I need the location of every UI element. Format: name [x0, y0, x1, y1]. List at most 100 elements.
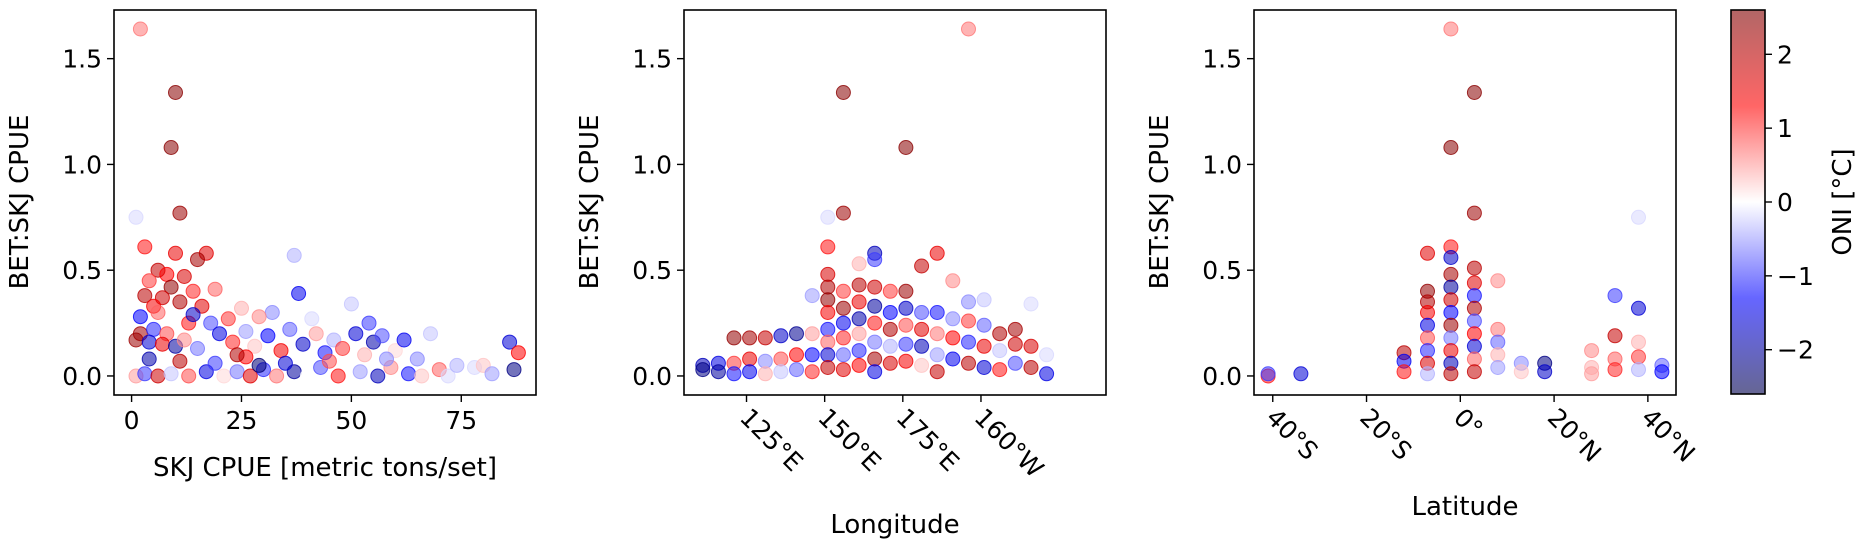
- scatter-point: [773, 328, 789, 344]
- scatter-point: [882, 305, 898, 320]
- scatter-point: [1466, 351, 1482, 367]
- scatter-point: [742, 364, 758, 380]
- scatter-point: [867, 279, 883, 295]
- scatter-point: [804, 326, 820, 342]
- scatter-point: [1420, 305, 1435, 320]
- scatter-point: [882, 355, 898, 371]
- ytick-label: 1.5: [1202, 45, 1242, 74]
- scatter-point: [835, 362, 851, 378]
- plot-area-1: [114, 10, 536, 395]
- scatter-point: [352, 364, 368, 380]
- ytick-label: 1.5: [632, 45, 672, 74]
- scatter-point: [804, 288, 820, 304]
- scatter-point: [1420, 330, 1435, 346]
- scatter-point: [1466, 260, 1482, 276]
- scatter-point: [773, 364, 789, 380]
- scatter-point: [374, 328, 390, 344]
- scatter-point: [128, 209, 144, 225]
- scatter-point: [898, 353, 914, 369]
- scatter-point: [929, 347, 945, 363]
- scatter-point: [348, 326, 364, 342]
- scatter-point: [251, 357, 267, 373]
- scatter-point: [295, 336, 311, 352]
- scatter-point: [1631, 362, 1646, 378]
- points-3: [1260, 21, 1670, 384]
- points-1: [128, 21, 526, 384]
- xtick-label: 0: [124, 406, 140, 435]
- scatter-point: [185, 307, 201, 323]
- scatter-point: [1466, 326, 1482, 342]
- ytick-label: 0.5: [632, 256, 672, 285]
- scatter-point: [168, 245, 183, 261]
- scatter-point: [1466, 205, 1482, 221]
- scatter-point: [929, 305, 945, 320]
- ylabel-1: BET:SKJ CPUE: [5, 115, 35, 290]
- scatter-point: [409, 351, 425, 367]
- scatter-point: [1443, 266, 1459, 282]
- scatter-point: [820, 209, 836, 225]
- scatter-point: [220, 311, 236, 327]
- scatter-point: [1260, 366, 1276, 382]
- xticks-3: 40°S 20°S 0° 20°N 40°N: [1261, 395, 1701, 468]
- scatter-point: [207, 281, 223, 297]
- scatter-point: [867, 334, 883, 350]
- scatter-point: [882, 321, 898, 337]
- axes-frame-1: [113, 9, 537, 396]
- xtick-label: 25: [226, 406, 258, 435]
- scatter-point: [321, 353, 337, 369]
- scatter-point: [1466, 288, 1482, 304]
- axes-frame-2: [683, 9, 1107, 396]
- ylabel-2: BET:SKJ CPUE: [575, 115, 605, 290]
- scatter-point: [506, 362, 522, 378]
- scatter-point: [128, 332, 144, 348]
- scatter-point: [1443, 279, 1459, 295]
- scatter-point: [820, 239, 836, 255]
- scatter-point: [1420, 245, 1435, 261]
- scatter-point: [1420, 317, 1435, 333]
- scatter-point: [176, 332, 192, 348]
- scatter-point: [976, 360, 992, 375]
- scatter-point: [212, 326, 227, 342]
- scatter-point: [976, 292, 992, 308]
- scatter-point: [804, 347, 820, 363]
- scatter-point: [742, 351, 758, 367]
- scatter-point: [304, 311, 320, 327]
- scatter-point: [773, 351, 789, 367]
- scatter-point: [146, 321, 162, 337]
- scatter-point: [216, 368, 232, 384]
- scatter-point: [945, 311, 961, 327]
- scatter-point: [1443, 250, 1459, 265]
- scatter-point: [835, 283, 851, 299]
- scatter-point: [914, 338, 930, 354]
- scatter-point: [1631, 334, 1646, 350]
- xtick-label: 160°W: [969, 403, 1050, 484]
- scatter-point: [163, 366, 179, 382]
- scatter-point: [1293, 366, 1309, 382]
- scatter-point: [820, 266, 836, 282]
- scatter-point: [242, 368, 258, 384]
- scatter-point: [163, 140, 179, 155]
- scatter-point: [172, 205, 188, 221]
- scatter-point: [820, 305, 836, 320]
- scatter-point: [945, 273, 961, 289]
- ylabel-3: BET:SKJ CPUE: [1145, 115, 1175, 290]
- scatter-point: [835, 85, 851, 100]
- panel-2: 125°E 150°E 175°E 160°W 0.0 0.5 1.0 1.5 Longit…: [575, 9, 1107, 540]
- scatter-point: [851, 326, 867, 342]
- xlabel-1: SKJ CPUE [metric tons/set]: [153, 453, 497, 483]
- colorbar-tick-label: −2: [1777, 336, 1814, 365]
- scatter-point: [401, 366, 416, 382]
- yticks-1: 0.0 0.5 1.0 1.5: [62, 45, 114, 391]
- scatter-point: [820, 321, 836, 337]
- scatter-point: [867, 298, 883, 314]
- scatter-point: [132, 21, 148, 37]
- scatter-point: [141, 273, 157, 289]
- scatter-point: [992, 326, 1008, 342]
- axes-frame-3: [1253, 9, 1677, 396]
- scatter-point: [961, 313, 976, 329]
- scatter-point: [914, 305, 930, 320]
- scatter-point: [961, 294, 976, 310]
- scatter-point: [867, 252, 883, 268]
- scatter-point: [440, 368, 456, 384]
